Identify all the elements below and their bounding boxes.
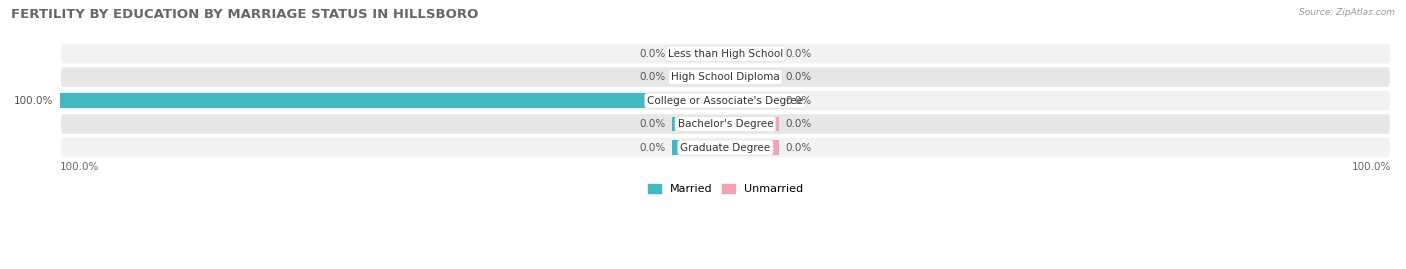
Text: FERTILITY BY EDUCATION BY MARRIAGE STATUS IN HILLSBORO: FERTILITY BY EDUCATION BY MARRIAGE STATU… bbox=[11, 8, 478, 21]
Text: 0.0%: 0.0% bbox=[786, 143, 811, 153]
Bar bbox=[60, 93, 725, 108]
Bar bbox=[672, 117, 725, 131]
Bar bbox=[725, 70, 779, 84]
Text: 0.0%: 0.0% bbox=[786, 72, 811, 82]
Text: 0.0%: 0.0% bbox=[786, 119, 811, 129]
Text: 100.0%: 100.0% bbox=[60, 162, 100, 172]
Text: Source: ZipAtlas.com: Source: ZipAtlas.com bbox=[1299, 8, 1395, 17]
Bar bbox=[725, 140, 779, 155]
Bar bbox=[725, 46, 779, 61]
FancyBboxPatch shape bbox=[60, 137, 1391, 158]
Text: 0.0%: 0.0% bbox=[640, 49, 665, 59]
Text: 100.0%: 100.0% bbox=[14, 95, 53, 106]
Legend: Married, Unmarried: Married, Unmarried bbox=[644, 179, 807, 199]
Bar bbox=[672, 46, 725, 61]
FancyBboxPatch shape bbox=[60, 66, 1391, 88]
Text: 0.0%: 0.0% bbox=[640, 143, 665, 153]
Bar bbox=[725, 93, 779, 108]
Text: College or Associate's Degree: College or Associate's Degree bbox=[647, 95, 803, 106]
Text: 0.0%: 0.0% bbox=[786, 49, 811, 59]
Bar bbox=[725, 117, 779, 131]
Bar bbox=[672, 70, 725, 84]
FancyBboxPatch shape bbox=[60, 113, 1391, 135]
FancyBboxPatch shape bbox=[60, 90, 1391, 111]
Text: 100.0%: 100.0% bbox=[1351, 162, 1391, 172]
Text: Less than High School: Less than High School bbox=[668, 49, 783, 59]
Text: Bachelor's Degree: Bachelor's Degree bbox=[678, 119, 773, 129]
Text: 0.0%: 0.0% bbox=[640, 72, 665, 82]
Bar bbox=[672, 140, 725, 155]
Text: 0.0%: 0.0% bbox=[786, 95, 811, 106]
Text: High School Diploma: High School Diploma bbox=[671, 72, 780, 82]
Text: Graduate Degree: Graduate Degree bbox=[681, 143, 770, 153]
Text: 0.0%: 0.0% bbox=[640, 119, 665, 129]
FancyBboxPatch shape bbox=[60, 43, 1391, 65]
